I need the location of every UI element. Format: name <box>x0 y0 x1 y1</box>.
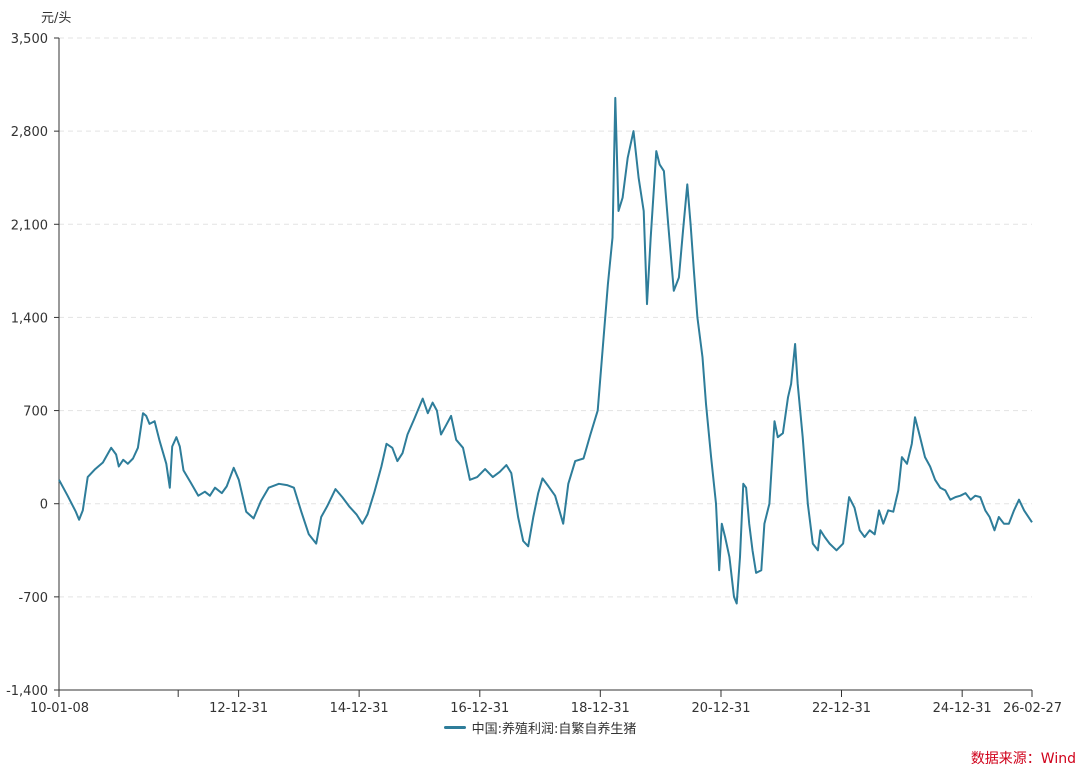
y-tick-label: -700 <box>18 591 48 606</box>
x-tick-labels: 10-01-08 12-12-31 14-12-31 16-12-31 18-12-31… <box>30 701 1062 716</box>
x-tick-label: 22-12-31 <box>812 701 871 716</box>
y-tick-label: 0 <box>40 498 48 513</box>
axes <box>54 37 1033 697</box>
x-tick-label: 26-02-27 <box>1003 701 1062 716</box>
x-tick-label: 10-01-08 <box>30 701 89 716</box>
y-tick-label: 3,500 <box>11 32 48 47</box>
y-tick-label: 2,800 <box>11 125 48 140</box>
legend-swatch <box>443 726 466 729</box>
y-tick-label: 1,400 <box>11 311 48 326</box>
y-axis-unit: 元/头 <box>41 11 71 26</box>
y-tick-label: -1,400 <box>6 684 48 699</box>
legend-label: 中国:养殖利润:自繁自养生猪 <box>471 722 637 737</box>
x-tick-label: 20-12-31 <box>691 701 750 716</box>
x-tick-label: 16-12-31 <box>450 701 509 716</box>
x-tick-label: 14-12-31 <box>330 701 389 716</box>
x-tick-label: 18-12-31 <box>571 701 630 716</box>
y-tick-label: 2,100 <box>11 218 48 233</box>
gridlines <box>59 37 1032 598</box>
x-tick-label: 24-12-31 <box>933 701 992 716</box>
data-source: 数据来源：Wind <box>970 751 1076 767</box>
series-line <box>58 96 1033 605</box>
y-tick-labels: 3,500 2,800 2,100 1,400 700 0 -700 -1,400 <box>6 32 48 699</box>
y-tick-label: 700 <box>23 405 48 420</box>
x-tick-label: 12-12-31 <box>209 701 268 716</box>
legend: 中国:养殖利润:自繁自养生猪 <box>0 718 1080 737</box>
